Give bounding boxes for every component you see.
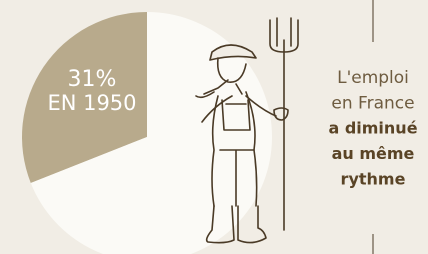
caption-line: en France — [331, 94, 414, 114]
caption-line: a diminué — [328, 119, 417, 138]
slice-label: EN 1950 — [47, 91, 136, 115]
page: 31%EN 1950 L'emploi en France a diminué au … — [0, 0, 428, 254]
caption-line: L'emploi — [337, 68, 409, 88]
caption: L'emploi en France a diminué au même rythme — [328, 68, 417, 189]
infographic: 31%EN 1950 L'emploi en France a diminué au … — [0, 0, 428, 254]
caption-line: rythme — [341, 170, 406, 189]
value-label: 31% — [68, 67, 117, 92]
caption-line: au même — [332, 144, 415, 163]
